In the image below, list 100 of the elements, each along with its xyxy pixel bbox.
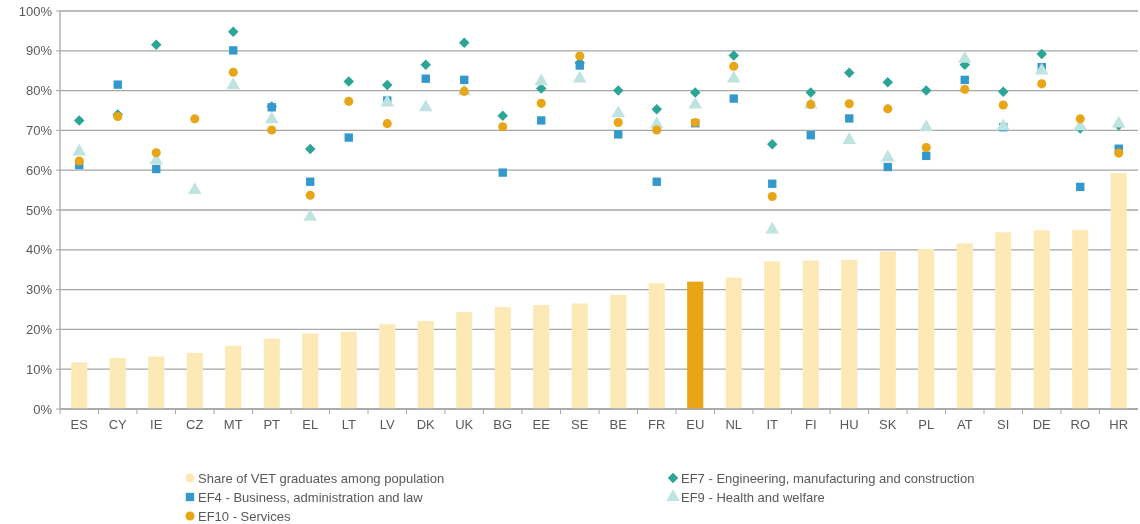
- bar: [263, 338, 280, 409]
- point: [537, 116, 546, 125]
- point: [382, 119, 392, 129]
- y-tick-label: 40%: [25, 242, 53, 258]
- x-tick-label: DE: [1032, 417, 1052, 432]
- point: [688, 96, 703, 109]
- point: [1076, 182, 1085, 192]
- bar: [302, 333, 319, 409]
- x-tick-label: PL: [918, 417, 935, 432]
- x-tick-label: FI: [804, 417, 817, 432]
- point: [264, 111, 279, 124]
- point: [880, 149, 895, 162]
- point: [498, 122, 508, 132]
- bar: [841, 259, 858, 409]
- y-tick-label: 70%: [25, 122, 53, 138]
- x-tick-label: MT: [223, 417, 243, 432]
- x-tick-label: LT: [341, 417, 356, 432]
- x-tick-label: EU: [686, 417, 705, 432]
- point: [420, 59, 431, 70]
- point: [1111, 115, 1126, 128]
- x-tick-label: SK: [879, 417, 897, 432]
- x-tick-label: UK: [455, 417, 474, 432]
- x-tick-label: IE: [150, 417, 163, 432]
- bar: [1033, 230, 1050, 409]
- point: [534, 73, 549, 86]
- x-tick-label: CZ: [186, 417, 204, 432]
- point: [382, 79, 393, 91]
- point: [151, 39, 162, 51]
- bar: [340, 331, 357, 409]
- point: [613, 85, 624, 96]
- point: [1114, 148, 1124, 158]
- x-tick-label: DK: [416, 417, 436, 432]
- legend-label: EF7 - Engineering, manufacturing and construction: [681, 470, 975, 486]
- point: [996, 118, 1011, 131]
- point: [74, 115, 85, 126]
- y-tick-label: 30%: [25, 282, 53, 298]
- bar: [956, 243, 973, 409]
- point: [344, 133, 353, 142]
- point: [459, 37, 470, 49]
- x-tick-label: RO: [1070, 417, 1090, 432]
- point: [765, 221, 780, 234]
- point: [306, 177, 315, 186]
- x-tick-label: SE: [571, 417, 589, 432]
- point: [767, 139, 778, 150]
- y-tick-label: 0%: [33, 401, 53, 417]
- point: [998, 86, 1009, 98]
- x-tick-label: IT: [766, 417, 779, 432]
- point: [305, 143, 316, 155]
- point: [729, 94, 738, 103]
- point: [729, 61, 739, 71]
- x-tick-label: PT: [263, 417, 281, 432]
- point: [882, 77, 893, 88]
- bar: [71, 362, 88, 409]
- point: [303, 208, 318, 221]
- bar: [1072, 229, 1089, 409]
- x-tick-label: HU: [839, 417, 859, 432]
- bar: [879, 251, 896, 409]
- point: [113, 80, 122, 89]
- point: [883, 104, 893, 114]
- point: [151, 148, 161, 158]
- bar: [571, 303, 588, 409]
- bar: [687, 281, 704, 409]
- y-tick-label: 10%: [25, 361, 53, 377]
- point: [883, 162, 892, 172]
- point: [728, 50, 739, 61]
- bar: [648, 283, 665, 409]
- point: [72, 143, 87, 156]
- point: [267, 125, 277, 135]
- point: [960, 75, 969, 85]
- point: [845, 114, 854, 123]
- point: [229, 46, 238, 55]
- point: [921, 142, 931, 153]
- bar: [186, 352, 203, 409]
- point: [1036, 48, 1047, 60]
- bar: [109, 358, 126, 409]
- legend-label: Share of VET graduates among population: [198, 470, 445, 486]
- y-tick-label: 50%: [25, 202, 53, 218]
- y-tick-label: 90%: [25, 43, 53, 59]
- point: [74, 156, 84, 166]
- bar: [995, 232, 1012, 409]
- bar: [148, 356, 165, 409]
- bar: [417, 321, 434, 409]
- point: [187, 182, 202, 195]
- bar: [764, 261, 781, 409]
- point: [652, 177, 661, 186]
- point: [226, 77, 241, 90]
- bar: [918, 249, 935, 409]
- x-tick-label: LV: [379, 417, 396, 432]
- bar: [802, 260, 819, 409]
- x-tick-label: AT: [956, 417, 973, 432]
- point: [418, 99, 433, 112]
- x-tick-label: SI: [997, 417, 1010, 432]
- y-tick-label: 80%: [25, 83, 53, 99]
- x-tick-label: FR: [648, 417, 666, 432]
- point: [498, 168, 507, 177]
- y-tick-label: 100%: [18, 3, 53, 19]
- x-tick-label: EL: [302, 417, 319, 432]
- point: [844, 67, 855, 78]
- point: [726, 70, 741, 83]
- legend-label: EF10 - Services: [198, 508, 291, 524]
